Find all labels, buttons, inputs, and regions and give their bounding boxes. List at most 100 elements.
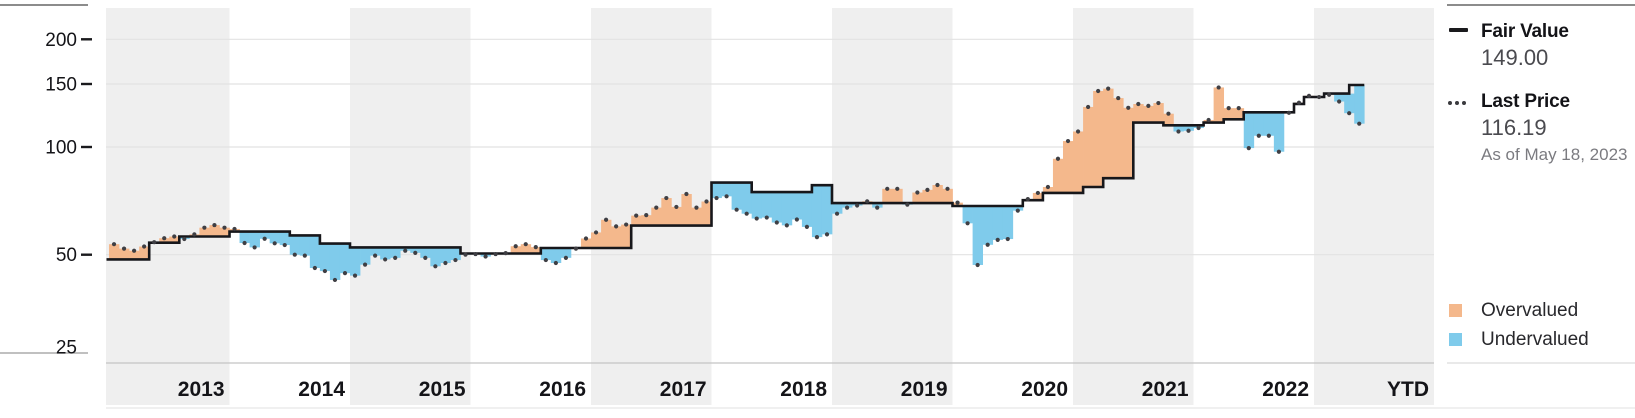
- overvalued-area: [912, 192, 923, 204]
- undervalued-area: [1253, 112, 1265, 136]
- undervalued-area: [1263, 112, 1275, 136]
- overvalued-area: [1163, 113, 1174, 126]
- overvalued-area: [580, 238, 592, 249]
- undervalued-area: [821, 185, 833, 235]
- overvalued-area: [1103, 88, 1114, 179]
- overvalued-area: [932, 185, 943, 204]
- overvalued-area: [691, 207, 702, 226]
- undervalued-area: [1344, 93, 1355, 114]
- overvalued-area: [681, 193, 692, 226]
- undervalued-area: [540, 248, 552, 261]
- x-axis-year-label: 2019: [901, 378, 948, 401]
- undervalued-area: [751, 192, 763, 219]
- y-axis-labels: 200 150 100 50 25: [45, 30, 92, 359]
- undervalued-area: [410, 247, 421, 253]
- overvalued-area: [1143, 105, 1154, 123]
- overvalued-area: [922, 189, 933, 204]
- overvalued-area: [1233, 108, 1245, 120]
- undervalued-area: [370, 247, 381, 256]
- overvalued-area: [621, 224, 632, 249]
- overvalued-area: [1052, 158, 1064, 193]
- overvalued-area: [119, 248, 130, 260]
- x-axis-year-label: YTD: [1387, 378, 1429, 401]
- undervalued-area: [1183, 125, 1194, 131]
- undervalued-area: [811, 185, 823, 238]
- undervalued-area: [962, 206, 973, 224]
- overvalued-area: [530, 247, 542, 254]
- undervalued-area: [1243, 112, 1255, 149]
- undervalued-area: [380, 247, 391, 260]
- x-axis-labels: 2013 2014 2015 2016 2017 2018 2019 2020 2021 2022…: [178, 378, 1429, 401]
- undervalued-area: [550, 248, 562, 263]
- overvalued-area: [1083, 106, 1094, 188]
- undervalued-area: [339, 243, 351, 274]
- overvalued-area: [1032, 192, 1044, 201]
- overvalued-area: [1123, 107, 1134, 179]
- y-axis-tick-label: 150: [45, 74, 77, 95]
- overvalued-area: [661, 198, 672, 226]
- overvalued-area: [1073, 131, 1084, 193]
- overvalued-area: [701, 201, 712, 226]
- x-axis-year-label: 2015: [419, 378, 466, 401]
- x-axis-year-label: 2013: [178, 378, 225, 401]
- undervalued-area: [360, 247, 371, 265]
- undervalued-area: [1273, 112, 1285, 152]
- overvalued-area: [1093, 90, 1104, 188]
- overvalued-area: [1213, 87, 1225, 123]
- year-bands: [106, 8, 1434, 405]
- undervalued-area: [309, 235, 321, 268]
- overvalued-area: [1223, 108, 1235, 120]
- undervalued-area: [872, 203, 883, 208]
- undervalued-area: [982, 206, 994, 245]
- undervalued-area: [279, 231, 291, 246]
- undervalued-area: [711, 182, 722, 199]
- undervalued-area: [1002, 206, 1014, 240]
- y-axis-tick-label: 100: [45, 138, 77, 159]
- x-axis-year-label: 2021: [1142, 378, 1189, 401]
- y-axis-tick-label: 50: [56, 245, 77, 266]
- overvalued-area: [1113, 98, 1124, 179]
- x-axis-year-label: 2017: [660, 378, 707, 401]
- overvalued-area: [1133, 103, 1144, 123]
- overvalued-area: [892, 188, 903, 204]
- overvalued-area: [199, 227, 210, 237]
- undervalued-area: [761, 192, 773, 218]
- overvalued-area: [631, 215, 642, 226]
- y-axis-tick-label: 25: [56, 338, 77, 359]
- price-dots: [111, 85, 1362, 283]
- undervalued-area: [801, 192, 813, 227]
- overvalued-area: [651, 207, 662, 226]
- x-axis-year-label: 2014: [298, 378, 345, 401]
- overvalued-area: [510, 246, 522, 254]
- undervalued-area: [741, 182, 753, 214]
- undervalued-area: [791, 192, 803, 220]
- overvalued-area: [129, 250, 140, 260]
- x-axis-year-label: 2022: [1262, 378, 1309, 401]
- undervalued-area: [731, 182, 742, 210]
- overvalued-area: [671, 206, 682, 226]
- undervalued-area: [299, 235, 311, 256]
- undervalued-area: [450, 247, 461, 261]
- undervalued-area: [832, 203, 843, 214]
- undervalued-area: [420, 247, 431, 258]
- undervalued-area: [1173, 125, 1184, 132]
- undervalued-area: [721, 182, 732, 197]
- overvalued-area: [1042, 187, 1054, 193]
- overvalued-area: [219, 227, 230, 237]
- undervalued-area: [440, 247, 451, 263]
- undervalued-area: [329, 243, 341, 280]
- undervalued-area: [781, 192, 793, 226]
- undervalued-area: [1012, 206, 1024, 211]
- undervalued-area: [350, 247, 361, 276]
- x-axis-year-label: 2018: [780, 378, 827, 401]
- undervalued-area: [239, 231, 250, 244]
- overvalued-area: [209, 225, 220, 237]
- undervalued-area: [319, 243, 331, 272]
- x-axis-year-label: 2016: [539, 378, 586, 401]
- undervalued-area: [390, 247, 401, 258]
- overvalued-area: [942, 188, 953, 204]
- overvalued-area: [601, 219, 612, 249]
- fair-value-line: [106, 83, 1365, 261]
- undervalued-area: [842, 203, 853, 208]
